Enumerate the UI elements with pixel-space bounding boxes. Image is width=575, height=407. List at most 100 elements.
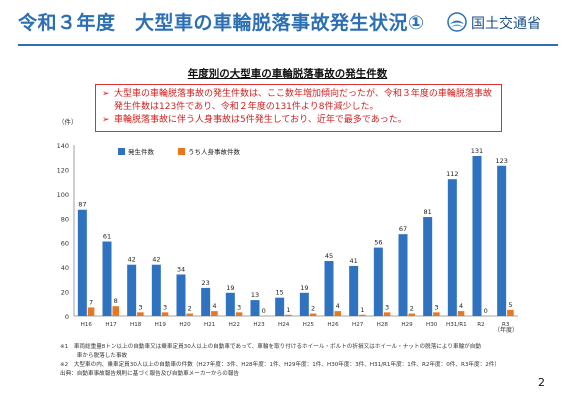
bar-injury <box>359 314 366 316</box>
data-label-total: 19 <box>226 284 234 292</box>
data-label-injury: 3 <box>163 303 167 311</box>
bar-total <box>102 241 112 316</box>
x-tick-label: H31/R1 <box>446 322 467 328</box>
x-tick-label: H24 <box>278 322 290 328</box>
data-label-injury: 0 <box>262 307 266 315</box>
y-tick-label: 140 <box>57 142 69 150</box>
y-tick-label: 0 <box>65 313 69 321</box>
bar-total <box>497 165 507 316</box>
bar-injury <box>457 311 465 316</box>
bar-total <box>299 292 309 316</box>
x-tick-label: H17 <box>105 322 117 328</box>
data-label-total: 123 <box>495 157 507 165</box>
data-label-total: 67 <box>399 225 407 233</box>
data-label-total: 23 <box>202 279 210 287</box>
data-label-injury: 7 <box>89 298 93 306</box>
bar-total <box>373 247 383 316</box>
bar-injury <box>383 312 391 316</box>
summary-note-box: ➢ 大型車の車輪脱落事故の発生件数は、ここ数年増加傾向だったが、令和３年度の車輪… <box>95 84 502 132</box>
bar-injury <box>334 311 341 316</box>
bar-total <box>447 179 457 316</box>
bar-injury <box>186 313 193 316</box>
y-tick-label: 20 <box>61 289 69 297</box>
data-label-injury: 4 <box>336 302 340 310</box>
bar-total <box>324 261 334 316</box>
data-label-total: 45 <box>325 252 333 260</box>
data-label-total: 61 <box>103 232 111 240</box>
data-label-injury: 2 <box>410 305 414 313</box>
page-number: 2 <box>538 376 545 389</box>
bar-total <box>472 155 482 316</box>
footnote-line: 車から脱落した事故 <box>60 353 128 359</box>
bar-injury <box>87 307 95 316</box>
legend-swatch-injury <box>178 148 185 155</box>
data-label-injury: 4 <box>459 302 463 310</box>
y-tick-label: 80 <box>61 215 69 223</box>
bar-total <box>349 265 359 316</box>
slide-title: 令和３年度 大型車の車輪脱落事故発生状況① <box>18 12 425 34</box>
bar-total <box>275 297 285 316</box>
x-tick-label: H29 <box>401 322 413 328</box>
bar-total <box>151 264 161 316</box>
data-label-total: 19 <box>300 284 308 292</box>
bar-injury <box>211 311 218 316</box>
bar-total <box>250 300 260 316</box>
logo-text: 国土交通省 <box>471 16 541 32</box>
x-tick-label: H21 <box>204 322 216 328</box>
y-tick-label: 120 <box>57 166 69 174</box>
x-axis-label: （年度） <box>494 326 518 334</box>
bar-injury <box>112 306 119 316</box>
bar-injury <box>285 314 292 316</box>
bar-injury <box>433 312 440 316</box>
bar-injury <box>408 313 415 316</box>
x-tick-label: H22 <box>229 322 240 328</box>
bar-injury <box>161 312 169 316</box>
bar-injury <box>235 312 243 316</box>
x-tick-label: H25 <box>303 322 315 328</box>
bar-injury <box>137 312 144 316</box>
footnote-line: ※1 車両総重量8トン以上の自動車又は乗車定員30人以上の自動車であって、車輪を… <box>60 344 481 350</box>
bar-total <box>176 274 186 316</box>
data-label-total: 15 <box>276 289 284 297</box>
x-tick-label: R3 <box>502 322 510 328</box>
x-tick-label: R2 <box>477 322 484 328</box>
x-tick-label: H20 <box>179 322 191 328</box>
data-label-injury: 1 <box>286 306 290 314</box>
data-label-injury: 0 <box>484 307 488 315</box>
data-label-total: 87 <box>78 201 86 209</box>
bar-injury <box>507 309 514 316</box>
data-label-injury: 4 <box>212 302 216 310</box>
bar-injury <box>309 313 317 316</box>
x-tick-label: H19 <box>155 322 167 328</box>
data-label-injury: 3 <box>385 303 389 311</box>
note-text: 大型車の車輪脱落事故の発生件数は、ここ数年増加傾向だったが、令和３年度の車輪脱落… <box>114 89 492 112</box>
legend-label-injury: うち人身事故件数 <box>188 147 241 156</box>
data-label-total: 81 <box>424 208 432 216</box>
bar-chart: 020406080100120140（件）（年度）877H16618H17423… <box>57 117 518 334</box>
data-label-injury: 2 <box>311 305 315 313</box>
note-item: ➢ 大型車の車輪脱落事故の発生件数は、ここ数年増加傾向だったが、令和３年度の車輪… <box>102 88 495 114</box>
data-label-injury: 1 <box>360 306 364 314</box>
x-tick-label: H16 <box>81 322 93 328</box>
bar-total <box>127 264 137 316</box>
x-tick-label: H18 <box>130 322 142 328</box>
data-label-total: 41 <box>350 257 358 265</box>
arrow-bullet-icon: ➢ <box>102 89 110 99</box>
note-item: ➢ 車輪脱落事故に伴う人身事故は5件発生しており、近年で最多であった。 <box>102 114 495 127</box>
data-label-total: 131 <box>471 147 483 155</box>
arrow-bullet-icon: ➢ <box>102 115 110 125</box>
y-axis-label: （件） <box>58 117 78 126</box>
data-label-total: 42 <box>128 256 136 264</box>
data-label-total: 56 <box>374 239 382 247</box>
data-label-injury: 8 <box>114 297 118 305</box>
bar-total <box>225 292 235 316</box>
bar-total <box>423 217 433 316</box>
chart-title: 年度別の大型車の車輪脱落事故の発生件数 <box>187 68 388 80</box>
bar-total <box>201 287 211 316</box>
y-tick-label: 60 <box>61 240 69 248</box>
data-label-injury: 5 <box>508 301 512 309</box>
footnote-line: ※2 大型車の内、乗車定員30人以上の自動車の件数（H27年度：3件、H28年度… <box>60 362 500 368</box>
data-label-total: 112 <box>446 170 458 178</box>
data-label-total: 42 <box>152 256 160 264</box>
x-tick-label: H23 <box>253 322 265 328</box>
